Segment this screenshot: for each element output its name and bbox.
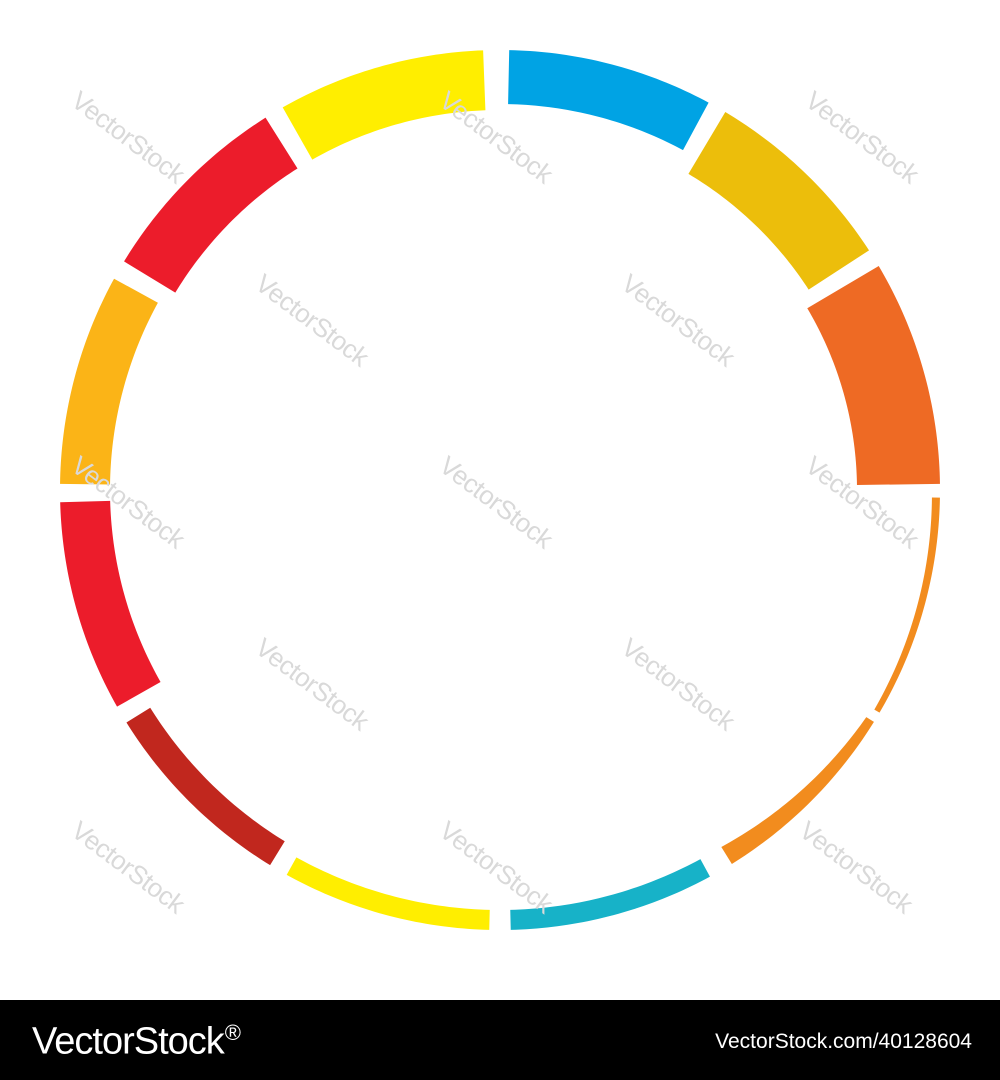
footer-bar: VectorStock® VectorStock.com/40128604 — [0, 1000, 1000, 1080]
registered-mark: ® — [224, 1020, 241, 1045]
ring-segment-2 — [688, 112, 870, 290]
ring-segment-3 — [807, 266, 940, 486]
brand-logo: VectorStock® — [32, 1020, 241, 1064]
ring-segment-6 — [510, 859, 710, 930]
ring-segment-9 — [60, 500, 161, 707]
brand-logo-text: VectorStock — [32, 1020, 225, 1063]
segmented-ring — [60, 50, 940, 930]
diagram-canvas — [60, 50, 940, 930]
ring-segment-1 — [508, 50, 709, 151]
ring-segment-8 — [126, 707, 285, 866]
ring-segment-10 — [60, 278, 158, 485]
image-id-label: VectorStock.com/40128604 — [715, 1030, 972, 1053]
ring-segment-5 — [721, 717, 874, 864]
ring-segment-7 — [286, 857, 490, 930]
ring-segment-11 — [124, 117, 298, 293]
ring-segment-4 — [874, 497, 940, 713]
ring-segment-12 — [282, 50, 486, 160]
